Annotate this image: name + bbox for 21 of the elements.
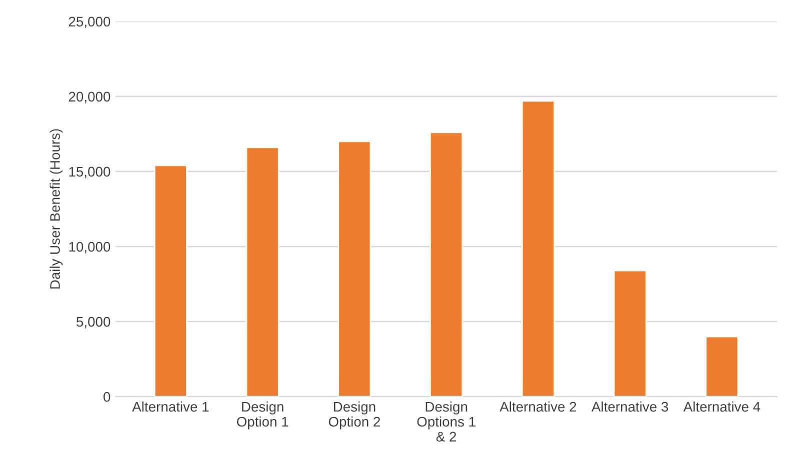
x-tick-label: Alternative 4	[683, 401, 760, 412]
y-tick-label: 0	[104, 392, 110, 402]
bar	[705, 336, 739, 397]
x-tick-label: Design Options 1 & 2	[417, 401, 476, 442]
y-tick-label: 15,000	[69, 166, 110, 178]
x-tick-label: Alternative 1	[132, 401, 209, 412]
y-axis-title: Daily User Benefit (Hours)	[50, 129, 63, 289]
x-tick-label: Design Option 1	[236, 401, 288, 430]
bar	[338, 140, 372, 397]
bar	[154, 164, 188, 397]
bar	[246, 146, 280, 397]
y-tick-label: 20,000	[68, 92, 110, 104]
x-tick-label: Alternative 2	[500, 401, 576, 412]
bar	[430, 132, 464, 397]
y-tick-label: 5,000	[76, 316, 110, 328]
y-tick-label: 10,000	[69, 242, 110, 254]
bar	[613, 270, 647, 397]
y-tick-label: 25,000	[68, 16, 110, 28]
x-tick-label: Alternative 3	[592, 401, 668, 412]
x-tick-label: Design Option 2	[328, 401, 380, 430]
bar	[521, 100, 555, 397]
